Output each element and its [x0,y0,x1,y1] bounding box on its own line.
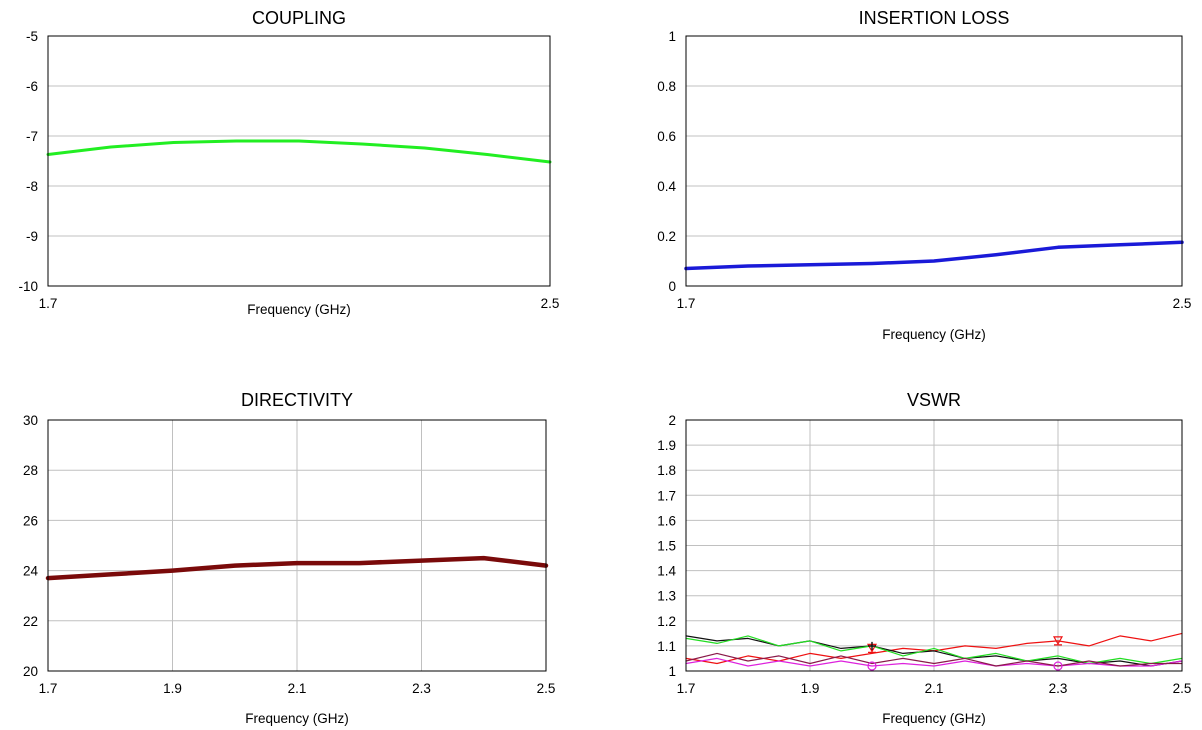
y-tick-label: 1 [668,29,676,44]
chart-title: DIRECTIVITY [241,390,353,410]
x-tick-label: 2.5 [537,681,556,696]
x-tick-label: 1.7 [39,296,58,311]
coupling-chart-svg: COUPLING -5 -6 -7 -8 -9 -101.7 2.5 Frequency (GH… [18,8,560,317]
y-tick-label: 0.2 [657,229,676,244]
x-tick-label: 1.7 [677,296,696,311]
x-tick-label: 2.1 [925,681,944,696]
y-tick-label: 0.4 [657,179,676,194]
x-tick-label: 2.5 [1173,296,1192,311]
x-tick-label: 1.7 [39,681,58,696]
x-axis-label: Frequency (GHz) [245,711,349,726]
y-tick-label: 2 [668,413,676,428]
y-tick-label: 0 [668,279,676,294]
y-tick-label: 0.6 [657,129,676,144]
vswr-chart: VSWR 2 1.9 1.8 1.7 1.6 1.5 1.4 1.3 1.2 1.1 1 1.7 1.9 2… [602,385,1202,730]
y-tick-label: -6 [26,79,38,94]
x-axis-label: Frequency (GHz) [882,711,986,726]
x-tick-label: 1.9 [163,681,182,696]
y-tick-label: 1 [668,664,676,679]
series-line-1 [45,555,549,581]
y-tick-label: 1.6 [657,513,676,528]
series-line-3 [685,635,1183,665]
y-tick-label: 26 [23,513,38,528]
y-tick-label: 30 [23,413,38,428]
plot-area [686,36,1182,286]
insertion-loss-chart: INSERTION LOSS 1 0.8 0.6 0.4 0.2 0 1.7 2.5 Freque… [602,0,1202,350]
chart-title: VSWR [907,390,961,410]
x-tick-label: 2.3 [1049,681,1068,696]
x-tick-label: 2.5 [541,296,560,311]
coupling-chart: COUPLING -5 -6 -7 -8 -9 -10 1.7 2.5 Frequency (GH… [0,0,600,350]
series-line-4 [685,657,1183,667]
plot-frame [47,419,547,672]
plot-frame [685,419,1183,672]
y-tick-label: 1.4 [657,564,676,579]
y-tick-label: 1.7 [657,488,676,503]
marker-triangle [1052,636,1064,646]
y-tick-label: 1.8 [657,463,676,478]
y-tick-label: 24 [23,564,39,579]
x-tick-label: 2.5 [1173,681,1192,696]
y-tick-label: -7 [26,129,38,144]
series-line-1 [46,139,552,164]
directivity-chart-svg: DIRECTIVITY 30 28 26 24 22 201.7 1.9 2.1 2.3 2.5 Fr… [23,390,556,726]
plot-frame [685,35,1183,287]
x-tick-label: 1.9 [801,681,820,696]
y-tick-label: -8 [26,179,38,194]
y-tick-label: 20 [23,664,38,679]
y-tick-label: -5 [26,29,38,44]
y-tick-label: 0.8 [657,79,676,94]
x-tick-label: 1.7 [677,681,696,696]
marker-circle [1053,661,1063,671]
y-tick-label: 1.2 [657,614,676,629]
plot-area [48,36,550,286]
y-tick-label: 1.9 [657,438,676,453]
y-tick-label: 22 [23,614,38,629]
x-tick-label: 2.1 [288,681,307,696]
insertion-loss-chart-svg: INSERTION LOSS 1 0.8 0.6 0.4 0.2 01.7 2.5 Freque… [657,8,1192,342]
series-line-1 [684,240,1184,271]
chart-title: INSERTION LOSS [859,8,1010,28]
y-tick-label: 1.1 [657,639,676,654]
plot-frame [47,35,551,287]
marker-circle [867,661,877,671]
directivity-chart: DIRECTIVITY 30 28 26 24 22 20 1.7 1.9 2.1 2.3 2.5 Fr… [0,385,600,730]
y-tick-label: 28 [23,463,38,478]
marker-plus [868,641,876,650]
y-tick-label: -9 [26,229,38,244]
series-line-5 [685,652,1183,667]
chart-title: COUPLING [252,8,346,28]
x-tick-label: 2.3 [412,681,431,696]
x-axis-label: Frequency (GHz) [882,327,986,342]
y-tick-label: -10 [18,279,38,294]
y-tick-label: 1.5 [657,539,676,554]
x-axis-label: Frequency (GHz) [247,302,351,317]
y-tick-label: 1.3 [657,589,676,604]
